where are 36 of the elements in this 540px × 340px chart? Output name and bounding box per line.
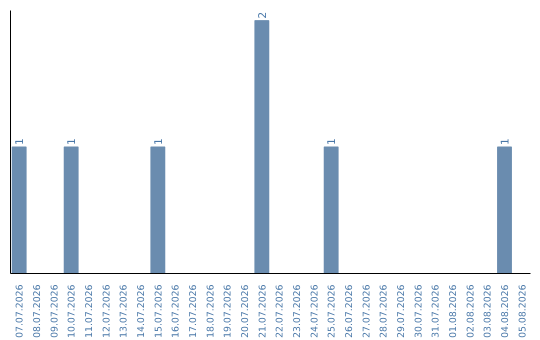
x-tick-label: 11.07.2026 xyxy=(84,284,95,338)
x-tick-label: 12.07.2026 xyxy=(101,284,112,338)
x-tick-label: 31.07.2026 xyxy=(430,284,442,338)
data-label: 2 xyxy=(256,12,269,19)
x-tick-label: 22.07.2026 xyxy=(274,284,286,338)
data-label: 1 xyxy=(65,138,78,146)
x-tick-label: 24.07.2026 xyxy=(309,284,320,338)
x-tick-label: 25.07.2026 xyxy=(326,284,338,338)
x-tick-label: 28.07.2026 xyxy=(378,284,390,338)
x-tick-label: 09.07.2026 xyxy=(49,284,60,338)
x-tick-label: 19.07.2026 xyxy=(222,284,234,338)
x-tick-label: 13.07.2026 xyxy=(118,284,130,338)
x-tick-label: 01.08.2026 xyxy=(448,284,459,338)
x-tick-label: 03.08.2026 xyxy=(482,284,494,338)
x-tick-label: 08.07.2026 xyxy=(32,284,43,338)
x-tick-label: 07.07.2026 xyxy=(14,284,26,338)
data-label: 1 xyxy=(325,138,338,146)
x-tick-label: 18.07.2026 xyxy=(205,284,216,338)
x-tick-label: 23.07.2026 xyxy=(292,284,303,338)
x-tick-label: 17.07.2026 xyxy=(188,284,199,338)
x-tick-label: 14.07.2026 xyxy=(136,284,147,338)
x-tick-label: 30.07.2026 xyxy=(413,284,424,338)
x-tick-label: 16.07.2026 xyxy=(170,284,182,338)
x-tick-label: 29.07.2026 xyxy=(396,284,407,338)
x-tick-label: 02.08.2026 xyxy=(465,284,476,338)
x-tick-label: 05.08.2026 xyxy=(517,284,528,338)
x-tick-label: 10.07.2026 xyxy=(66,284,78,338)
x-tick-label: 20.07.2026 xyxy=(240,284,251,338)
data-label: 1 xyxy=(13,138,26,146)
x-tick-label: 04.08.2026 xyxy=(500,284,511,338)
data-label: 1 xyxy=(498,138,512,146)
x-tick-label: 26.07.2026 xyxy=(344,284,355,338)
x-tick-label: 21.07.2026 xyxy=(257,284,268,338)
x-tick-label: 27.07.2026 xyxy=(361,284,372,338)
data-label: 1 xyxy=(152,138,165,146)
x-tick-label: 15.07.2026 xyxy=(153,284,164,338)
